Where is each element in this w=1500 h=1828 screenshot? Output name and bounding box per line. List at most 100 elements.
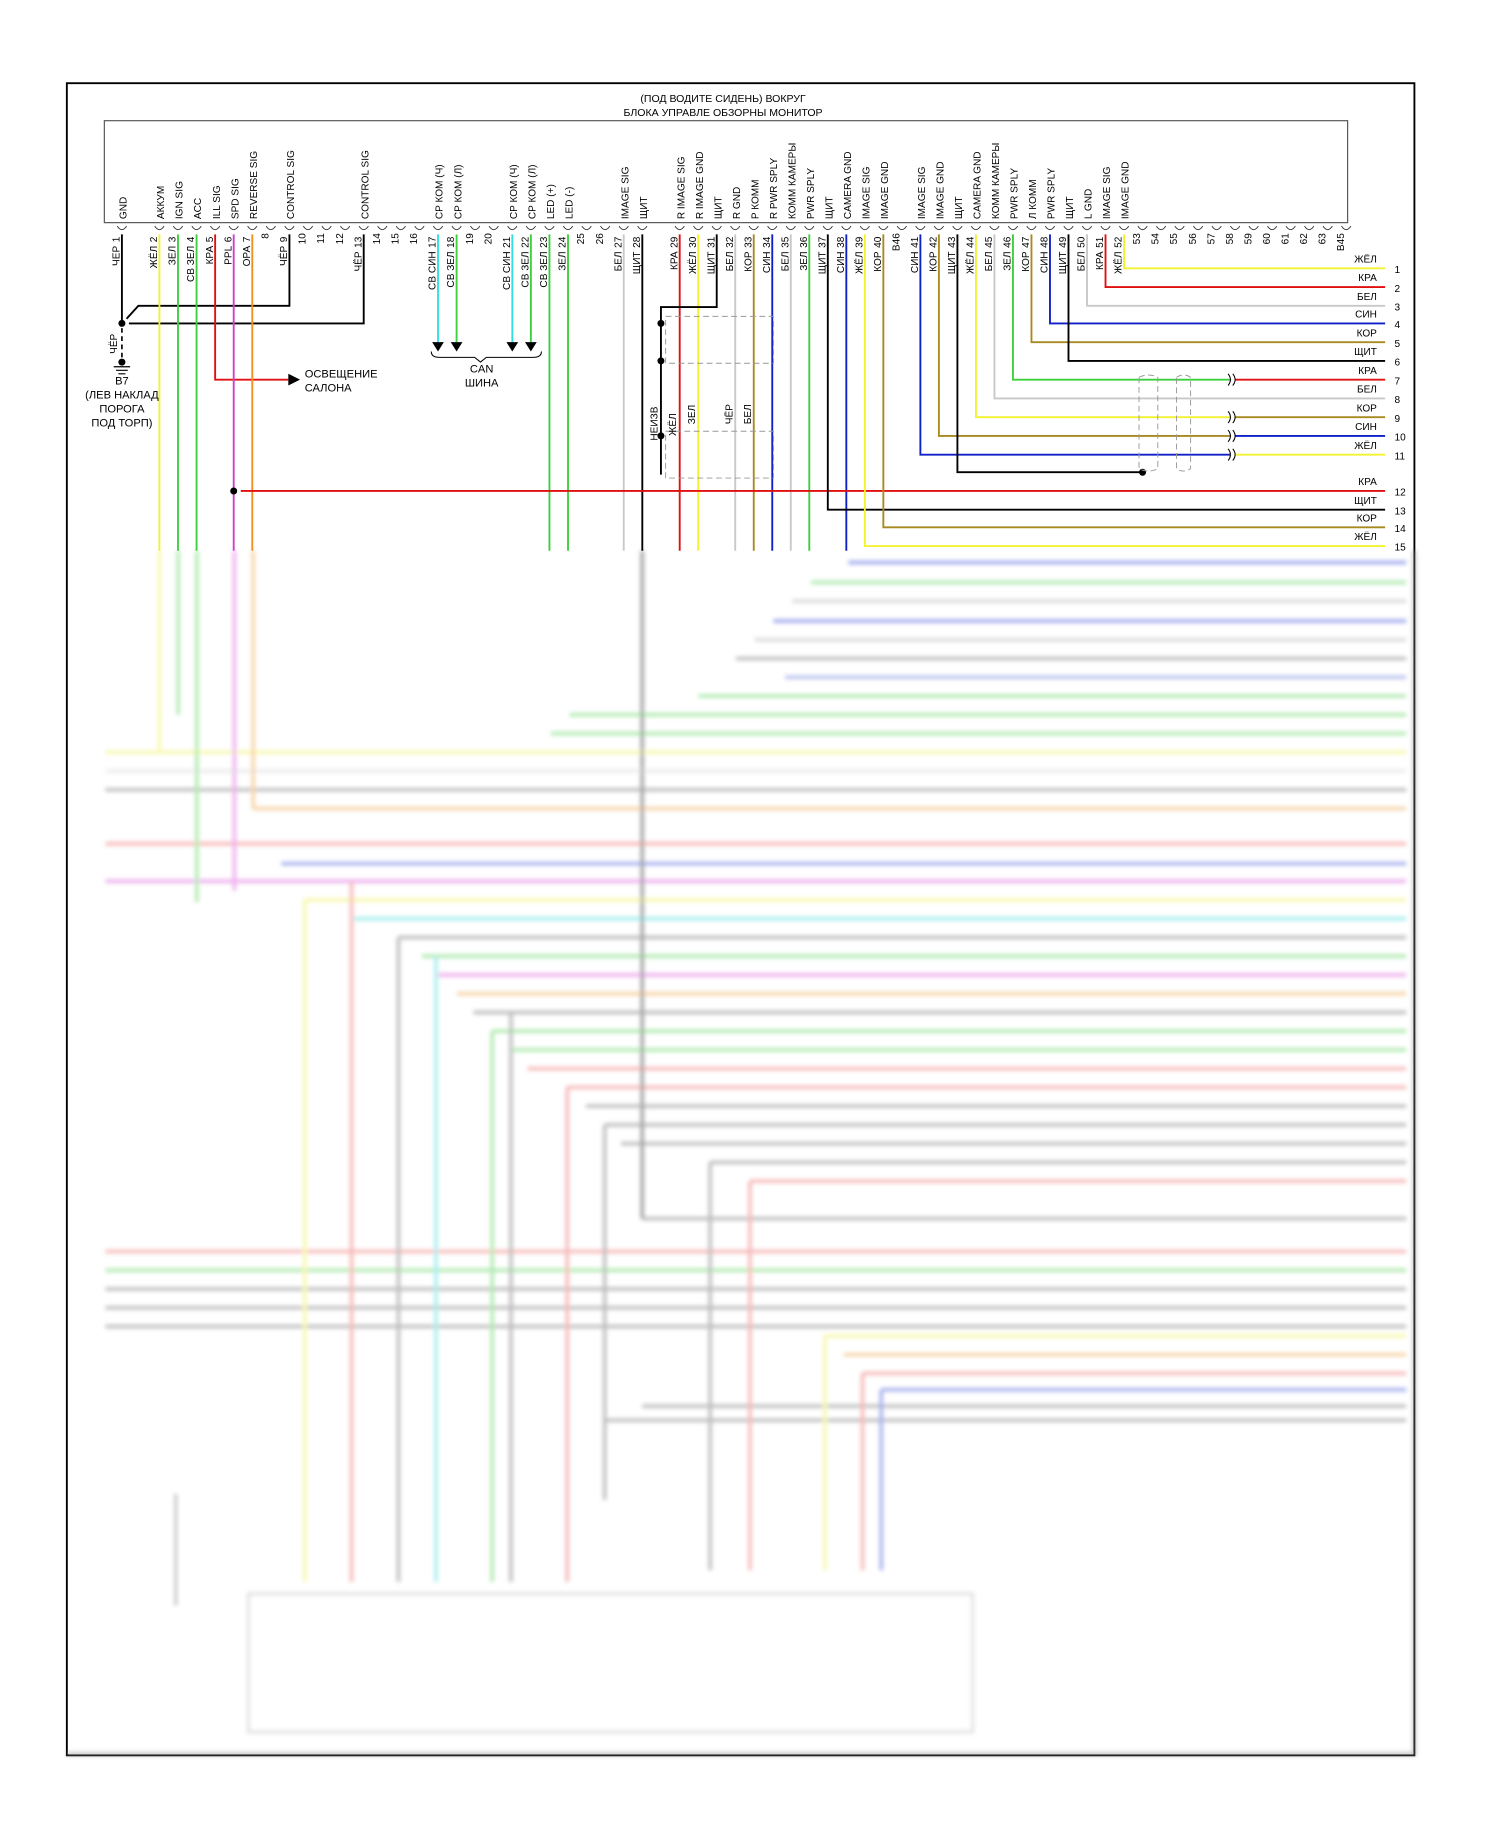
pin-function-label: IMAGE GND	[1121, 162, 1132, 220]
pin-socket	[116, 225, 127, 231]
pin-label: КРА 5	[205, 236, 216, 264]
pin-number: 57	[1206, 233, 1217, 245]
pin-function-label: CONTROL SIG	[360, 150, 371, 219]
pin-wire-color: КОР	[743, 251, 754, 272]
ground-location-1: (ЛЕВ НАКЛАД	[85, 389, 159, 401]
pin-number: 13	[353, 236, 364, 248]
pin-socket	[1026, 225, 1037, 231]
wire-number: 5	[1394, 339, 1400, 350]
pin-number: 25	[576, 233, 587, 245]
wire	[882, 234, 1386, 529]
pin-label: 11	[316, 233, 327, 244]
pin-socket	[321, 225, 332, 231]
pin-function-label: CP КОМ (Л)	[528, 164, 539, 219]
wire-color-label: ЖЁЛ	[1354, 253, 1377, 265]
shield-label-white: БЕЛ	[743, 404, 754, 424]
shield-label-black: ЧЁР	[723, 404, 735, 424]
pin-number: 2	[149, 236, 160, 242]
pin-function-label: Л КОММ	[1028, 179, 1039, 219]
pin-label: 60	[1262, 233, 1273, 245]
pin-label: ЗЕЛ 3	[168, 236, 179, 265]
pin-label: СИН 34	[762, 236, 773, 273]
pin-socket	[1322, 225, 1333, 231]
pin-socket	[1341, 225, 1352, 231]
module-title-line1: (ПОД ВОДИТЕ СИДЕНЬ) ВОКРУГ	[640, 93, 806, 105]
pin-wire-color: СИН	[1040, 251, 1051, 273]
pin-number: 49	[1058, 236, 1069, 248]
wire-color-label: ЩИТ	[1354, 347, 1377, 358]
shield-label-yellow: ЖЁЛ	[667, 413, 679, 436]
pin-wire-color: ЩИТ	[1058, 251, 1069, 274]
pin-function-label: R PWR SPLY	[769, 158, 780, 220]
pin-number: 19	[465, 233, 476, 245]
pin-function-label: IMAGE SIG	[862, 166, 873, 219]
pin-wire-color: КРА	[669, 251, 680, 270]
pin-label: ЖЁЛ 39	[853, 236, 865, 274]
wire-number: 7	[1394, 376, 1400, 387]
pin-label: ЖЁЛ 2	[148, 236, 160, 268]
pin-label: СВ ЗЕЛ 22	[521, 236, 532, 287]
pin-socket	[154, 225, 165, 231]
pin-socket	[1081, 225, 1093, 231]
wire	[1049, 234, 1386, 325]
pin-wire-color: КОР	[873, 251, 884, 272]
pin-socket	[562, 225, 574, 231]
pin-function-label: ЩИТ	[824, 196, 835, 219]
wire-color-label: КОР	[1357, 513, 1378, 524]
wire-number: 6	[1394, 358, 1400, 369]
wire	[1123, 234, 1386, 270]
pin-label: КОР 47	[1021, 236, 1032, 271]
pin-number: 34	[762, 236, 773, 248]
wire-color-label: СИН	[1355, 310, 1377, 321]
wire	[974, 234, 1231, 419]
pin-number: 48	[1040, 236, 1051, 248]
pin-socket	[395, 225, 406, 231]
pin-number: 61	[1280, 233, 1291, 245]
pin-socket	[470, 225, 481, 231]
pin-function-label: IMAGE SIG	[620, 166, 631, 219]
pin-wire-color: ЩИТ	[817, 251, 828, 274]
pin-label: БЕЛ 45	[984, 236, 995, 271]
wire-color-label: ЖЁЛ	[1354, 531, 1377, 543]
pin-socket	[1100, 225, 1111, 231]
pin-socket	[822, 225, 833, 231]
pin-socket	[525, 225, 536, 231]
wire-color-label: СИН	[1355, 422, 1377, 433]
pin-socket	[1248, 225, 1259, 231]
pin-socket	[637, 225, 648, 231]
pin-function-label: R IMAGE GND	[695, 151, 706, 219]
pin-function-label: ЩИТ	[713, 196, 724, 219]
pin-number: 10	[298, 233, 309, 245]
pin-wire-color: ЖЁЛ	[687, 251, 699, 274]
pin-number: 5	[205, 236, 216, 242]
pin-wire-color: СВ СИН	[428, 251, 439, 290]
pin-label: ЖЁЛ 30	[687, 236, 699, 274]
pin-function-label: CP КОМ (Ч)	[435, 164, 446, 219]
wire-number: 11	[1394, 451, 1405, 462]
pin-number: 35	[780, 236, 791, 248]
wire	[993, 234, 1386, 400]
pin-socket	[414, 225, 425, 231]
ground-location-2: ПОРОГА	[99, 403, 145, 415]
pin-socket	[507, 225, 518, 231]
pin-wire-color: ЩИТ	[706, 251, 717, 274]
pin-label: B45	[1336, 233, 1347, 251]
pin-label: КОР 33	[743, 236, 754, 271]
pin-number: 17	[428, 236, 439, 248]
splice-dot	[230, 487, 238, 495]
pin-label: 14	[372, 233, 383, 245]
pin-socket	[284, 225, 295, 231]
pin-function-label: КОММ КАМЕРЫ	[991, 143, 1002, 220]
pin-socket	[804, 225, 815, 231]
pin-wire-color: ЖЁЛ	[148, 246, 160, 269]
pin-wire-color: ЧЁР	[278, 246, 290, 266]
pin-label: СВ СИН 17	[428, 236, 439, 290]
pin-socket	[1230, 225, 1241, 231]
pin-socket	[767, 225, 778, 231]
wire-color-label: КРА	[1358, 366, 1377, 377]
wire	[1067, 234, 1386, 362]
pin-label: 59	[1243, 233, 1254, 245]
pin-number: 52	[1114, 236, 1125, 248]
pin-socket	[1174, 225, 1185, 231]
